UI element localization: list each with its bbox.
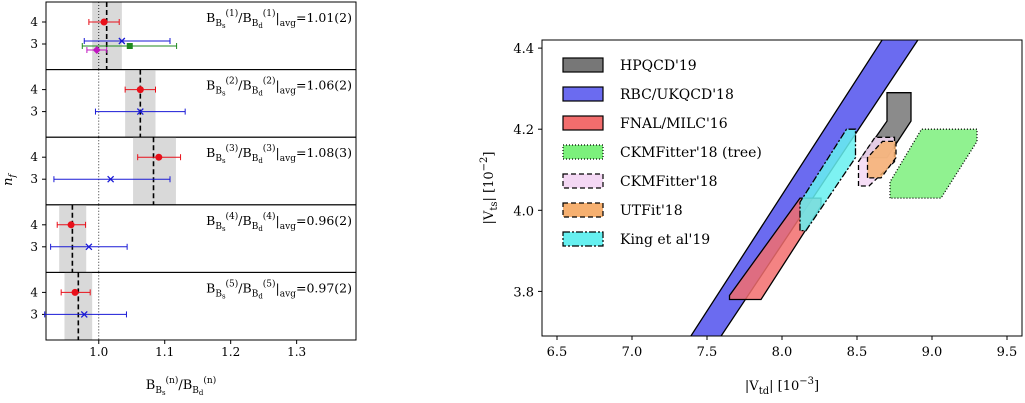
legend-swatch [562,231,604,247]
region-rbc-ukqcd-18 [690,40,919,336]
panel-2: 4 3 BBs(2)/BBd(2)|avg=1.06(2) [30,69,357,138]
y-tick-label: 4 [30,83,38,97]
legend-label: CKMFitter'18 [620,174,718,190]
legend: HPQCD'19 RBC/UKQCD'18 FNAL/MILC'16 CKMFitte… [562,57,762,248]
x-tick-label: 8.0 [772,345,793,360]
plot-frame [541,39,1023,337]
legend-label: King et al'19 [620,232,710,248]
x-tick-label: 9.5 [997,345,1018,360]
panel-3-annotation: BBs(3)/BBd(3)|avg=1.08(3) [206,143,352,165]
data-point [92,46,101,54]
x-tick-label: 8.5 [847,345,868,360]
legend-label: UTFit'18 [620,203,683,219]
x-axis-label: |Vtd| [10−3] [745,376,819,397]
y-tick-label: 4 [30,285,38,299]
regions [690,40,978,336]
y-tick-label: 3 [30,240,38,254]
y-tick-label: 4 [30,15,38,29]
panel-1-annotation: BBs(1)/BBd(1)|avg=1.01(2) [206,8,352,30]
panel-5: 4 3 BBs(5)/BBd(5)|avg=0.97(2) [30,271,357,341]
legend-label: HPQCD'19 [620,58,697,74]
y-tick-label: 3.8 [513,285,534,300]
x-tick-label: 1.3 [287,345,306,359]
y-axis-label: nf [1,172,18,185]
y-tick-label: 3 [30,37,38,51]
legend-swatch [562,57,604,73]
legend-swatch [562,86,604,102]
y-tick-label: 4.0 [513,204,534,219]
panel-5-frame [45,271,357,341]
panel-2-annotation: BBs(2)/BBd(2)|avg=1.06(2) [206,76,352,98]
panel-1: 4 3 BBs(1)/BBd(1)|avg=1.01(2) [30,1,357,71]
legend-swatch [562,115,604,131]
y-tick-label: 4 [30,150,38,164]
region-ckmfitter-18-tree- [889,128,978,199]
legend-swatch [562,144,604,160]
panel-5-annotation: BBs(5)/BBd(5)|avg=0.97(2) [206,278,352,300]
panel-3-error-band [133,137,176,205]
y-tick-label: 4.2 [513,123,534,138]
x-tick-label: 1.2 [221,345,240,359]
y-tick-label: 3 [30,105,38,119]
x-tick-label: 1.0 [89,345,108,359]
region-utfit-18 [866,140,897,179]
region-king-et-al-19 [799,128,857,232]
panel-3: 4 3 BBs(3)/BBd(3)|avg=1.08(3) [30,136,357,206]
data-point [100,18,108,26]
data-point [118,37,126,45]
legend-label: CKMFitter'18 (tree) [620,145,762,161]
x-tick-label: 1.1 [155,345,174,359]
data-point [107,175,115,183]
legend-label: RBC/UKQCD'18 [620,87,734,103]
y-tick-label: 3 [30,172,38,186]
data-point [71,288,79,296]
legend-swatch [562,173,604,189]
data-point [67,221,75,229]
x-tick-label: 6.5 [547,345,568,360]
x-tick-label: 7.5 [697,345,718,360]
x-tick-label: 7.0 [622,345,643,360]
y-axis-label: |Vts| [10−2] [479,152,500,225]
panel-4: 4 3 BBs(4)/BBd(4)|avg=0.96(2) [30,204,357,273]
data-point [136,108,144,116]
y-tick-label: 4 [30,218,38,232]
data-point [126,43,133,49]
legend-label: FNAL/MILC'16 [620,116,728,132]
y-tick-label: 3 [30,307,38,321]
y-tick-label: 4.4 [513,42,534,57]
legend-swatch [562,202,604,218]
data-point [136,86,144,94]
data-point [155,153,163,161]
panel-4-annotation: BBs(4)/BBd(4)|avg=0.96(2) [206,211,352,233]
data-point [80,310,88,318]
x-tick-label: 9.0 [922,345,943,360]
x-axis-label: BBs(n)/BBd(n) [146,375,216,397]
data-point [85,243,93,251]
